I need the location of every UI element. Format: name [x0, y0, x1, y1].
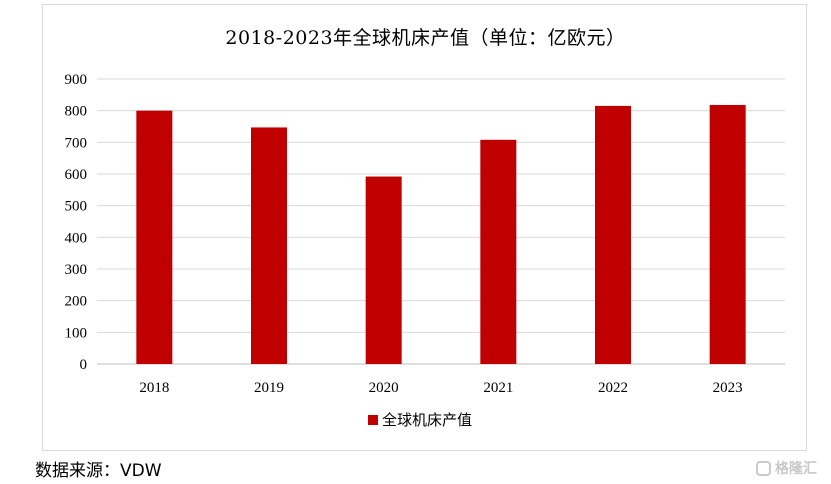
bar — [595, 105, 631, 365]
legend-label: 全球机床产值 — [382, 411, 472, 429]
bar-chart: 0 100 200 300 400 500 600 700 800 900 2018 2019 2020… — [65, 72, 785, 429]
y-tick-label: 200 — [65, 294, 88, 310]
bar — [709, 104, 746, 364]
y-tick-label: 300 — [65, 262, 88, 278]
source-note: 数据来源：VDW — [35, 456, 162, 481]
y-tick-label: 500 — [65, 199, 88, 215]
x-tick-label: 2019 — [254, 380, 284, 396]
watermark: 格隆汇 — [756, 458, 817, 478]
bar — [136, 110, 173, 365]
source-label: 数据来源： — [35, 461, 120, 481]
y-tick-label: 900 — [65, 72, 88, 88]
x-tick-label: 2023 — [713, 380, 743, 396]
chart-frame: 2018-2023年全球机床产值（单位：亿欧元） 0 100 200 300 400 50… — [42, 4, 807, 451]
source-value: VDW — [120, 461, 162, 481]
x-tick-label: 2020 — [369, 380, 399, 396]
y-tick-label: 800 — [65, 104, 88, 120]
y-tick-label: 100 — [65, 325, 88, 341]
y-tick-label: 600 — [65, 167, 88, 183]
x-tick-label: 2022 — [598, 380, 628, 396]
bar — [251, 127, 287, 364]
x-tick-label: 2021 — [483, 380, 513, 396]
x-tick-label: 2018 — [139, 380, 169, 396]
chart-title: 2018-2023年全球机床产值（单位：亿欧元） — [225, 27, 626, 49]
watermark-text: 格隆汇 — [775, 461, 817, 477]
y-tick-label: 400 — [65, 230, 88, 246]
watermark-logo-icon — [756, 460, 771, 476]
bar — [365, 176, 402, 364]
y-tick-label: 700 — [65, 135, 88, 151]
bar — [480, 139, 517, 364]
legend-swatch — [368, 415, 378, 425]
y-tick-label: 0 — [80, 357, 88, 373]
